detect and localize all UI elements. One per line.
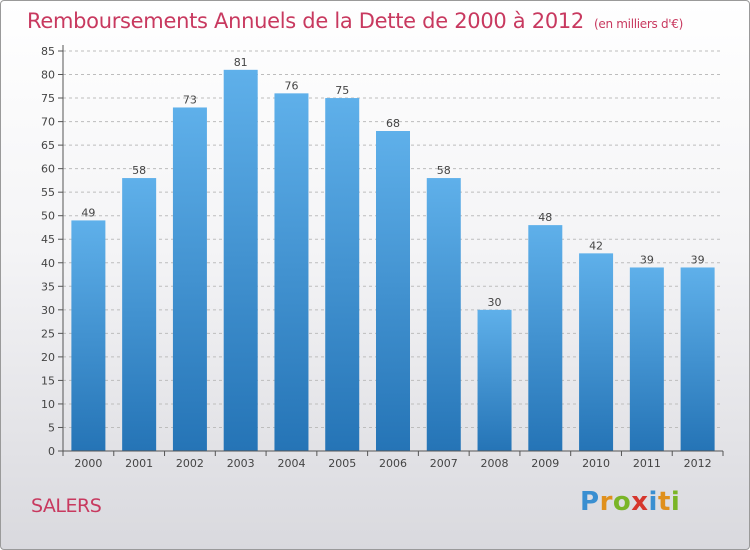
x-tick-label: 2010 — [582, 457, 610, 470]
y-tick-label: 60 — [41, 163, 55, 176]
y-tick-label: 30 — [41, 304, 55, 317]
x-tick-label: 2005 — [328, 457, 356, 470]
bars — [71, 69, 715, 452]
value-label: 42 — [589, 239, 603, 252]
value-label: 73 — [183, 93, 197, 106]
chart-title-text: Remboursements Annuels de la Dette de 20… — [27, 9, 584, 33]
bar-2003[interactable] — [223, 69, 258, 451]
x-tick-label: 2006 — [379, 457, 407, 470]
value-label: 48 — [538, 211, 552, 224]
y-tick-label: 50 — [41, 210, 55, 223]
bar-2010[interactable] — [579, 253, 614, 451]
value-label: 49 — [81, 206, 95, 219]
bar-2008[interactable] — [477, 309, 512, 451]
logo-letter: x — [631, 487, 649, 517]
y-tick-label: 85 — [41, 45, 55, 58]
value-label: 58 — [437, 164, 451, 177]
value-label: 75 — [335, 84, 349, 97]
x-tick-label: 2007 — [430, 457, 458, 470]
y-tick-label: 40 — [41, 257, 55, 270]
logo-letter: o — [612, 487, 632, 517]
labels: 0 5 10 15 20 25 30 35 40 45 50 55 60 65 70 75 80 85 49 2000… — [41, 45, 712, 470]
value-label: 58 — [132, 164, 146, 177]
y-tick-label: 15 — [41, 374, 55, 387]
y-tick-label: 75 — [41, 92, 55, 105]
y-tick-label: 10 — [41, 398, 55, 411]
value-label: 76 — [284, 79, 298, 92]
y-tick-label: 20 — [41, 351, 55, 364]
logo-letter: P — [580, 487, 600, 517]
x-tick-label: 2008 — [481, 457, 509, 470]
bar-2011[interactable] — [629, 267, 664, 451]
bar-2007[interactable] — [426, 178, 461, 451]
logo-letter: i — [670, 487, 681, 517]
chart-subtitle: (en milliers d'€) — [594, 17, 684, 31]
bar-2000[interactable] — [71, 220, 106, 451]
y-tick-label: 45 — [41, 233, 55, 246]
x-tick-label: 2003 — [227, 457, 255, 470]
logo-letter: i — [648, 487, 658, 517]
bar-2006[interactable] — [376, 131, 410, 451]
y-tick-label: 80 — [41, 69, 55, 82]
bar-2004[interactable] — [274, 93, 309, 452]
value-label: 81 — [234, 56, 248, 69]
y-tick-label: 65 — [41, 139, 55, 152]
value-label: 30 — [488, 296, 502, 309]
y-tick-label: 5 — [48, 421, 55, 434]
value-label: 68 — [386, 117, 400, 130]
x-tick-label: 2004 — [277, 457, 305, 470]
proxiti-logo[interactable]: Proxiti — [580, 487, 680, 517]
y-tick-label: 35 — [41, 280, 55, 293]
bar-2009[interactable] — [528, 225, 563, 451]
y-tick-label: 55 — [41, 186, 55, 199]
x-tick-label: 2012 — [684, 457, 712, 470]
x-tick-label: 2011 — [633, 457, 661, 470]
value-label: 39 — [691, 253, 705, 266]
axes — [58, 45, 724, 456]
y-tick-label: 25 — [41, 327, 55, 340]
x-tick-label: 2009 — [531, 457, 559, 470]
value-label: 39 — [640, 253, 654, 266]
bar-2005[interactable] — [325, 98, 360, 451]
chart-title: Remboursements Annuels de la Dette de 20… — [27, 9, 683, 33]
x-tick-label: 2002 — [176, 457, 204, 470]
bar-2002[interactable] — [172, 107, 207, 452]
x-tick-label: 2000 — [74, 457, 102, 470]
city-name: SALERS — [31, 495, 102, 517]
logo-letter: r — [599, 487, 613, 517]
x-tick-label: 2001 — [125, 457, 153, 470]
bar-2012[interactable] — [680, 267, 715, 451]
logo-letter: t — [657, 487, 671, 517]
bar-2001[interactable] — [122, 178, 157, 451]
y-tick-label: 70 — [41, 116, 55, 129]
y-tick-label: 0 — [48, 445, 55, 458]
